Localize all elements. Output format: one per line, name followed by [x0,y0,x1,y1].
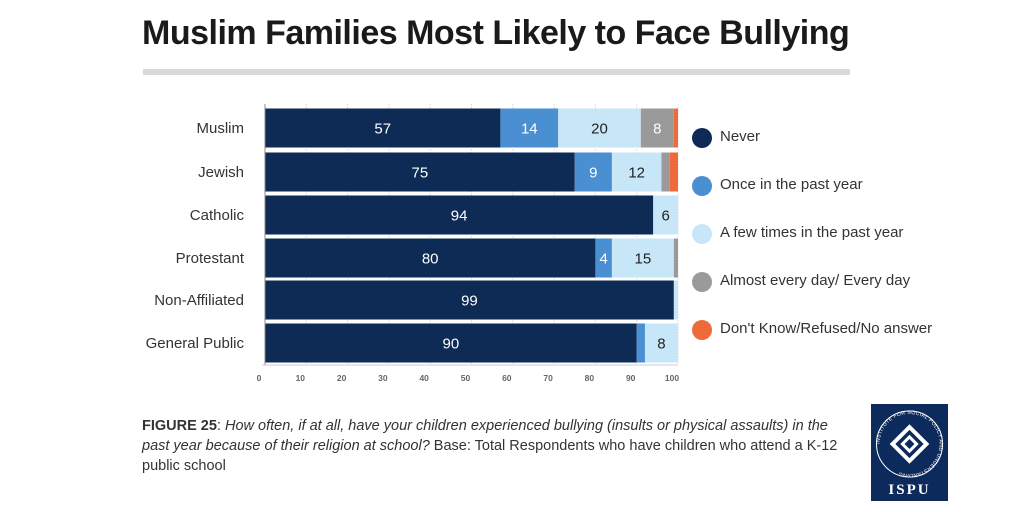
data-label: 75 [412,165,429,182]
bar-segment [611,238,674,278]
figure-caption: FIGURE 25: How often, if at all, have yo… [142,416,842,476]
bar-segment [611,152,662,192]
x-tick-label: 10 [296,373,306,383]
data-label: 57 [374,121,391,138]
legend-label: Almost every day/ Every day [720,272,911,289]
data-label: 14 [521,121,538,138]
bar-segment [265,195,654,235]
bar-segment [673,280,678,320]
bar-segment [595,238,612,278]
legend-swatch [692,128,712,148]
category-label: Muslim [197,120,245,137]
bar-segment [500,108,559,148]
x-tick-label: 60 [502,373,512,383]
x-tick-label: 80 [585,373,595,383]
data-label: 20 [591,121,608,138]
category-label: Non-Affiliated [154,292,244,309]
data-label: 9 [589,165,597,182]
data-label: 12 [628,165,645,182]
x-axis: 0 10 20 30 40 50 60 70 80 90 100 [257,104,679,383]
x-tick-label: 30 [378,373,388,383]
data-label: 8 [653,121,661,138]
category-labels: Muslim Jewish Catholic Protestant Non-Affili… [146,120,245,352]
logo-emblem-icon: INSTITUTE FOR SOCIAL POLICY AND UNDERSTA… [875,410,943,478]
data-label: 15 [635,251,652,268]
bar-segment [265,280,674,320]
bar-segment [673,108,678,148]
logo-text: ISPU [888,482,931,498]
data-label: 90 [443,336,460,353]
legend-swatch [692,272,712,292]
legend-label: A few times in the past year [720,224,904,241]
data-label: 4 [599,251,607,268]
bar-segment [265,108,501,148]
data-label: 8 [657,336,665,353]
bar-segment [653,195,678,235]
x-tick-label: 70 [543,373,553,383]
legend-swatch [692,176,712,196]
data-label: 80 [422,251,439,268]
legend-swatch [692,320,712,340]
caption-separator: : [216,418,225,434]
bar-chart: 57 14 20 8 75 9 12 94 6 80 4 15 99 90 8 Muslim Jewish Ca… [146,104,679,383]
bar-segment [640,108,674,148]
bar-segment [574,152,612,192]
survey-question: How often, if at all, have your children… [142,418,828,454]
x-tick-label: 40 [419,373,429,383]
data-label: 94 [451,208,468,225]
legend-swatch [692,224,712,244]
ispu-logo: INSTITUTE FOR SOCIAL POLICY AND UNDERSTA… [871,404,948,501]
legend-item: Never [690,120,1010,168]
legend-item: Don't Know/Refused/No answer [690,312,1010,360]
legend-label: Don't Know/Refused/No answer [720,320,933,337]
data-label: 6 [661,208,669,225]
bar-segment [673,238,678,278]
bar-segment [265,323,637,363]
bar-segment [265,238,596,278]
bar-segment [669,152,678,192]
title-divider [143,69,850,75]
legend-item: A few times in the past year [690,216,1010,264]
category-label: Protestant [176,250,245,267]
category-label: Catholic [190,207,245,224]
chart-title: Muslim Families Most Likely to Face Bull… [142,14,850,52]
bar-segment [636,323,645,363]
data-label: 99 [461,293,478,310]
x-tick-label: 50 [461,373,471,383]
figure-number: FIGURE 25 [142,418,217,434]
legend-label: Never [720,128,761,145]
legend-item: Almost every day/ Every day [690,264,1010,312]
bar-segment [265,152,575,192]
legend: Never Once in the past year A few times in… [690,120,1010,360]
base-note: Base: Total Respondents who have childre… [142,438,838,474]
legend-label: Once in the past year [720,176,863,193]
x-tick-label: 20 [337,373,347,383]
x-tick-label: 90 [626,373,636,383]
x-tick-label: 0 [257,373,262,383]
legend-item: Once in the past year [690,168,1010,216]
bar-segment [644,323,678,363]
category-label: Jewish [198,164,244,181]
x-tick-label: 100 [665,373,679,383]
category-label: General Public [146,335,245,352]
bars-group: 57 14 20 8 75 9 12 94 6 80 4 15 99 90 8 [265,108,678,363]
bar-segment [558,108,641,148]
bar-segment [661,152,670,192]
